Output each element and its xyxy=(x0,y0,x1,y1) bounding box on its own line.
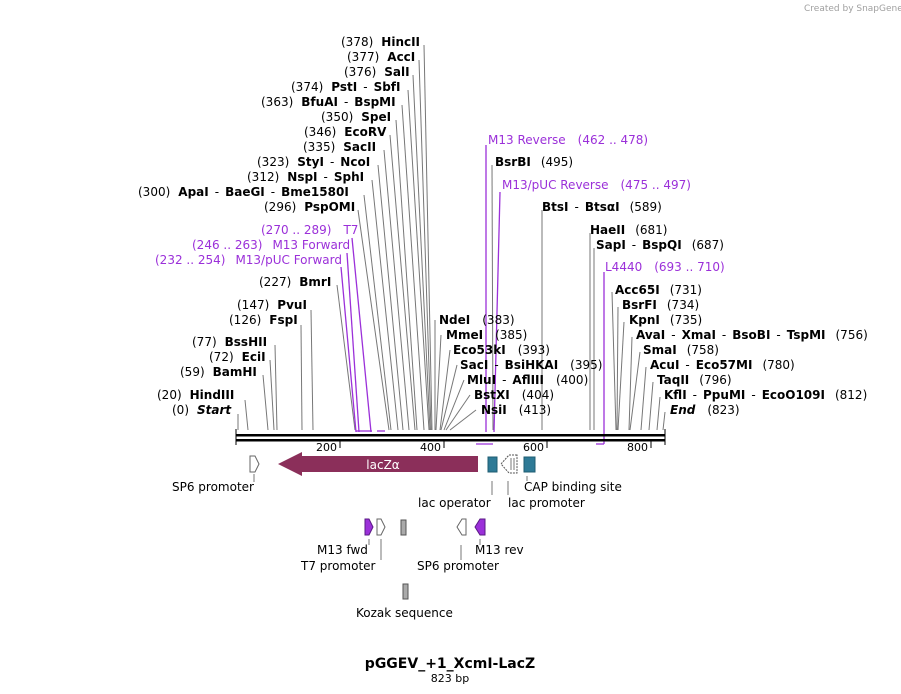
enzyme-labels-middle: NdeI (383) MmeI (385) Eco53kI (393) SacI - Bs… xyxy=(439,313,602,417)
svg-text:Created by SnapGene: Created by SnapGene xyxy=(804,4,901,14)
enzyme-label: (363) BfuAI - BspMI xyxy=(261,95,396,109)
features: SP6 promoter lacZα lac operator lac prom… xyxy=(172,452,622,620)
lac-operator-box xyxy=(487,456,498,473)
enzyme-label: (300) ApaI - BaeGI - Bme1580I xyxy=(138,185,349,199)
enzyme-label: (377) AccI xyxy=(347,50,415,64)
primer-label: L4440 (693 .. 710) xyxy=(605,260,725,274)
enzyme-label: (59) BamHI xyxy=(180,365,257,379)
enzyme-label: BsrBI (495) xyxy=(495,155,573,169)
enzyme-label: (346) EcoRV xyxy=(304,125,387,139)
enzyme-label: (20) HindIII xyxy=(157,388,234,402)
t7-promoter-arrow xyxy=(376,518,386,536)
primer-label: M13 Reverse (462 .. 478) xyxy=(488,133,648,147)
map-title-block: pGGEV_+1_XcmI-LacZ 823 bp xyxy=(365,656,535,685)
enzyme-label: BtsI - BtsαI (589) xyxy=(542,200,662,214)
enzyme-label: (350) SpeI xyxy=(321,110,391,124)
enzyme-label: (126) FspI xyxy=(229,313,298,327)
enzyme-label: MluI - AflIII (400) xyxy=(467,373,588,387)
m13-fwd-label: M13 fwd xyxy=(317,543,368,557)
lacz-arrow xyxy=(278,452,478,476)
enzyme-label: (323) StyI - NcoI xyxy=(257,155,370,169)
cap-binding-box xyxy=(523,456,536,473)
snapgene-credit: Created by SnapGene xyxy=(804,4,901,14)
kozak-label: Kozak sequence xyxy=(356,606,453,620)
sp6-promoter-label: SP6 promoter xyxy=(172,480,254,494)
enzyme-label: TaqII (796) xyxy=(657,373,732,387)
tick-600: 600 xyxy=(523,441,544,454)
enzyme-label: Acc65I (731) xyxy=(615,283,702,297)
enzyme-label: SmaI (758) xyxy=(643,343,719,357)
sp6-promoter-arrow xyxy=(249,455,260,473)
lacz-label: lacZα xyxy=(366,458,400,472)
enzyme-label: SapI - BspQI (687) xyxy=(596,238,724,252)
m13-rev-label: M13 rev xyxy=(475,543,524,557)
enzyme-label: NdeI (383) xyxy=(439,313,515,327)
primer-label: (246 .. 263) M13 Forward xyxy=(192,238,350,252)
enzyme-label: HaeII (681) xyxy=(590,223,668,237)
enzyme-label: BsrFI (734) xyxy=(622,298,699,312)
primer-label: (232 .. 254) M13/pUC Forward xyxy=(155,253,342,267)
primer-lines xyxy=(340,145,605,445)
enzyme-label: KpnI (735) xyxy=(629,313,702,327)
enzyme-label: (335) SacII xyxy=(303,140,376,154)
tick-800: 800 xyxy=(627,441,648,454)
sp6-promoter-arrow-2 xyxy=(456,518,467,536)
enzyme-label: (72) EciI xyxy=(209,350,266,364)
m13-fwd-arrow xyxy=(364,518,374,536)
kozak-mark-top xyxy=(400,519,407,536)
enzyme-label: (376) SalI xyxy=(344,65,410,79)
enzyme-label: MmeI (385) xyxy=(446,328,527,342)
enzyme-label: (77) BssHII xyxy=(192,335,267,349)
sp6-promoter-label-2: SP6 promoter xyxy=(417,559,499,573)
primer-label: (270 .. 289) T7 xyxy=(261,223,358,237)
enzyme-label: AcuI - Eco57MI (780) xyxy=(650,358,795,372)
primer-labels: M13 Reverse (462 .. 478) M13/pUC Reverse(… xyxy=(155,133,725,274)
primer-label: M13/pUC Reverse (475 .. 497) xyxy=(502,178,691,192)
tick-400: 400 xyxy=(420,441,441,454)
enzyme-label: KflI - PpuMI - EcoO109I (812) xyxy=(664,388,867,402)
enzyme-label: Eco53kI (393) xyxy=(453,343,550,357)
enzyme-label: NsiI (413) xyxy=(481,403,551,417)
plasmid-title: pGGEV_+1_XcmI-LacZ xyxy=(365,656,535,672)
enzyme-leader-lines xyxy=(237,44,666,431)
enzyme-label: SacI - BsiHKAI (395) xyxy=(460,358,602,372)
enzyme-label: (378) HincII xyxy=(341,35,420,49)
enzyme-label: (312) NspI - SphI xyxy=(247,170,364,184)
t7-promoter-label: T7 promoter xyxy=(300,559,376,573)
enzyme-label: (227) BmrI xyxy=(259,275,331,289)
lac-operator-label: lac operator xyxy=(418,496,491,510)
end-label: End (823) xyxy=(670,403,740,417)
enzyme-label: (147) PvuI xyxy=(237,298,307,312)
lac-promoter-label: lac promoter xyxy=(508,496,585,510)
enzyme-label: BstXI (404) xyxy=(474,388,554,402)
lac-promoter-arrow xyxy=(500,454,518,474)
plasmid-length: 823 bp xyxy=(431,672,469,685)
enzyme-label: AvaI - XmaI - BsoBI - TspMI (756) xyxy=(636,328,868,342)
cap-binding-label: CAP binding site xyxy=(524,480,622,494)
start-label: (0) Start xyxy=(172,403,232,417)
m13-rev-arrow xyxy=(474,518,486,536)
enzyme-labels-right: BsrBI (495) BtsI - BtsαI (589) HaeII (681) Sa… xyxy=(495,155,868,417)
enzyme-labels-left: (378) HincII (377) AccI (376) SalI (374) Pst… xyxy=(138,35,420,417)
sequence-backbone: 200 400 600 800 xyxy=(235,429,666,454)
kozak-box xyxy=(402,583,409,600)
tick-200: 200 xyxy=(316,441,337,454)
enzyme-label: (374) PstI - SbfI xyxy=(291,80,400,94)
enzyme-label: (296) PspOMI xyxy=(264,200,355,214)
